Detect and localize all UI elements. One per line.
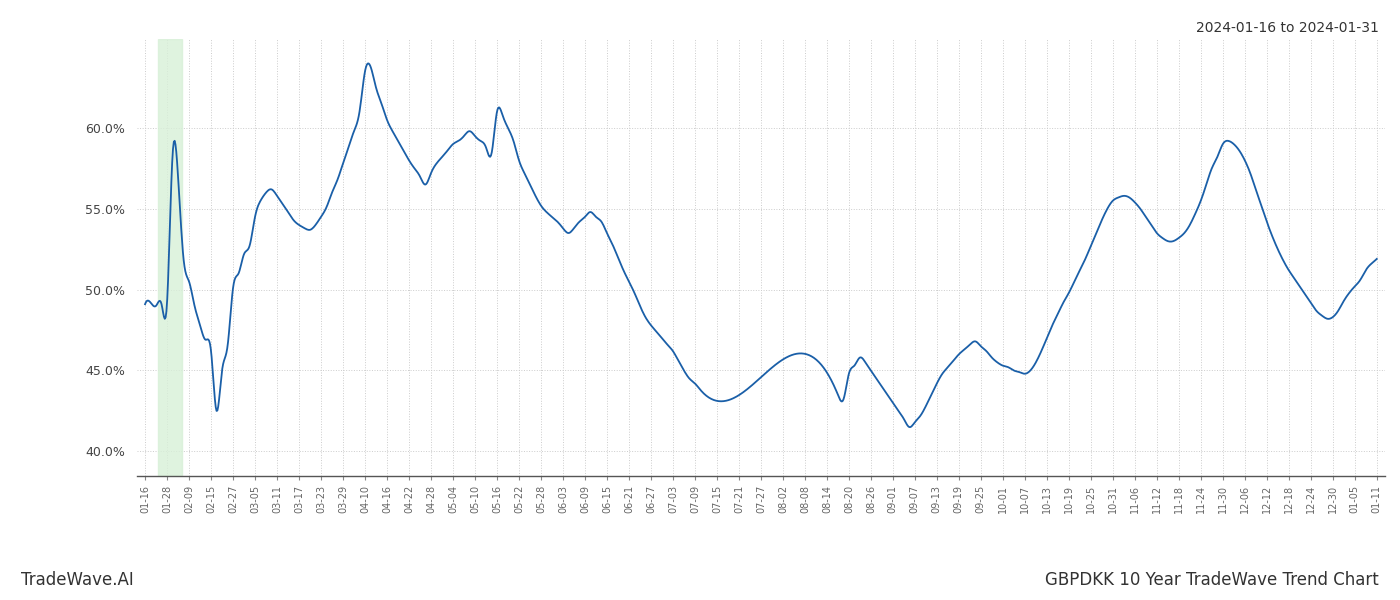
Text: 2024-01-16 to 2024-01-31: 2024-01-16 to 2024-01-31 bbox=[1196, 21, 1379, 35]
Bar bbox=[158, 39, 182, 476]
Text: GBPDKK 10 Year TradeWave Trend Chart: GBPDKK 10 Year TradeWave Trend Chart bbox=[1046, 571, 1379, 589]
Text: TradeWave.AI: TradeWave.AI bbox=[21, 571, 134, 589]
